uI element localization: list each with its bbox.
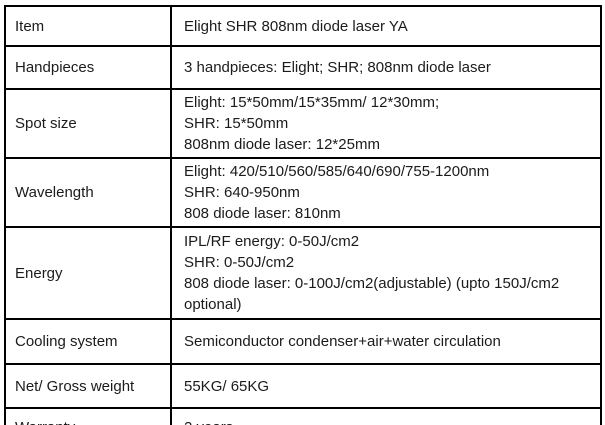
spec-label-warranty: Warranty (4, 407, 172, 425)
spec-label-item: Item (4, 5, 172, 47)
table-row-net-gross-weight: Net/ Gross weight 55KG/ 65KG (4, 363, 602, 409)
spec-label-spot-size: Spot size (4, 88, 172, 159)
spec-value-spot-size: Elight: 15*50mm/15*35mm/ 12*30mm; SHR: 1… (170, 88, 602, 159)
spec-label-wavelength: Wavelength (4, 157, 172, 228)
spec-label-energy: Energy (4, 226, 172, 320)
table-row-cooling-system: Cooling system Semiconductor condenser+a… (4, 318, 602, 365)
spec-value-energy: IPL/RF energy: 0-50J/cm2 SHR: 0-50J/cm2 … (170, 226, 602, 320)
table-row-energy: Energy IPL/RF energy: 0-50J/cm2 SHR: 0-5… (4, 226, 602, 320)
table-row-wavelength: Wavelength Elight: 420/510/560/585/640/6… (4, 157, 602, 228)
table-row-spot-size: Spot size Elight: 15*50mm/15*35mm/ 12*30… (4, 88, 602, 159)
spec-value-handpieces: 3 handpieces: Elight; SHR; 808nm diode l… (170, 45, 602, 90)
spec-value-warranty: 2 years (170, 407, 602, 425)
spec-value-cooling-system: Semiconductor condenser+air+water circul… (170, 318, 602, 365)
spec-label-cooling-system: Cooling system (4, 318, 172, 365)
table-row-handpieces: Handpieces 3 handpieces: Elight; SHR; 80… (4, 45, 602, 90)
table-row-warranty: Warranty 2 years (4, 407, 602, 425)
table-row-item: Item Elight SHR 808nm diode laser YA (4, 5, 602, 47)
spec-value-wavelength: Elight: 420/510/560/585/640/690/755-1200… (170, 157, 602, 228)
spec-value-item: Elight SHR 808nm diode laser YA (170, 5, 602, 47)
spec-value-net-gross-weight: 55KG/ 65KG (170, 363, 602, 409)
product-spec-table: Item Elight SHR 808nm diode laser YA Han… (4, 5, 602, 425)
spec-label-net-gross-weight: Net/ Gross weight (4, 363, 172, 409)
spec-label-handpieces: Handpieces (4, 45, 172, 90)
